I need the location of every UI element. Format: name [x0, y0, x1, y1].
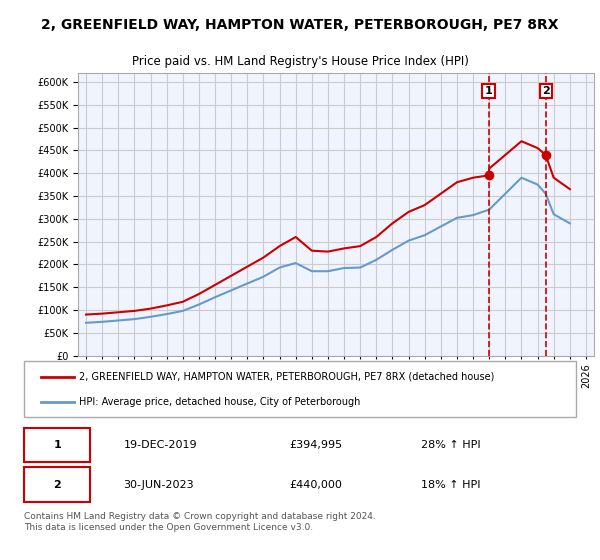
FancyBboxPatch shape [24, 428, 90, 462]
Text: 2: 2 [542, 86, 550, 96]
Text: 18% ↑ HPI: 18% ↑ HPI [421, 479, 481, 489]
Text: 30-JUN-2023: 30-JUN-2023 [124, 479, 194, 489]
Text: 2: 2 [53, 479, 61, 489]
Text: HPI: Average price, detached house, City of Peterborough: HPI: Average price, detached house, City… [79, 396, 361, 407]
FancyBboxPatch shape [24, 361, 576, 417]
Text: 1: 1 [53, 440, 61, 450]
Text: 19-DEC-2019: 19-DEC-2019 [124, 440, 197, 450]
Text: 28% ↑ HPI: 28% ↑ HPI [421, 440, 481, 450]
Text: 1: 1 [485, 86, 493, 96]
Text: £440,000: £440,000 [289, 479, 342, 489]
Text: 2, GREENFIELD WAY, HAMPTON WATER, PETERBOROUGH, PE7 8RX: 2, GREENFIELD WAY, HAMPTON WATER, PETERB… [41, 18, 559, 32]
Text: 2, GREENFIELD WAY, HAMPTON WATER, PETERBOROUGH, PE7 8RX (detached house): 2, GREENFIELD WAY, HAMPTON WATER, PETERB… [79, 372, 494, 382]
FancyBboxPatch shape [24, 468, 90, 502]
Text: Price paid vs. HM Land Registry's House Price Index (HPI): Price paid vs. HM Land Registry's House … [131, 55, 469, 68]
Text: £394,995: £394,995 [289, 440, 342, 450]
Text: Contains HM Land Registry data © Crown copyright and database right 2024.
This d: Contains HM Land Registry data © Crown c… [24, 512, 376, 532]
